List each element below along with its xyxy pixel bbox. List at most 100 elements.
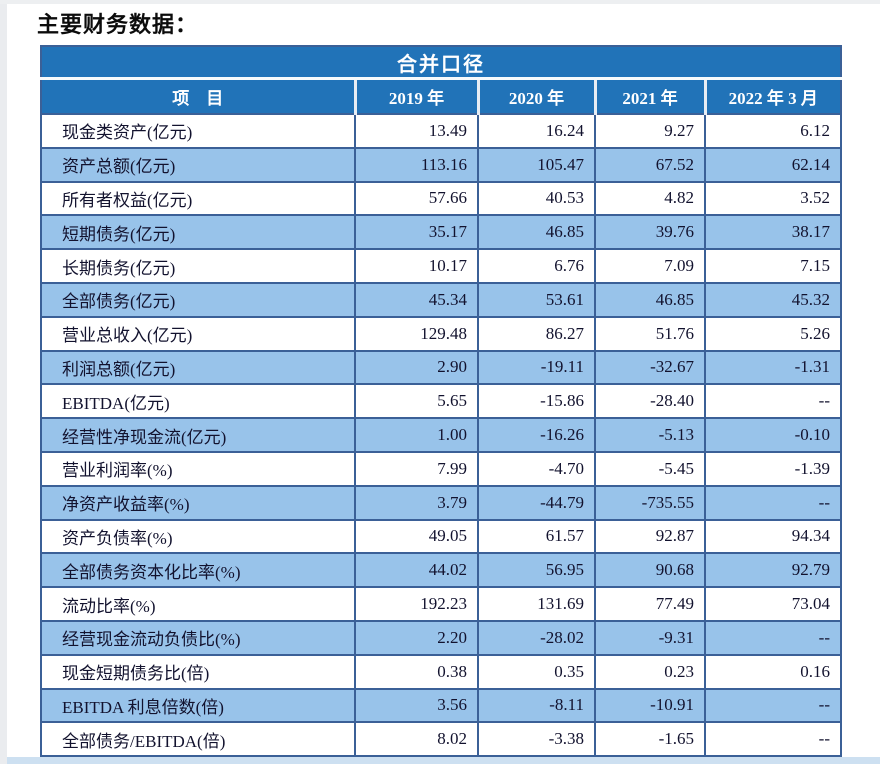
- row-value-2021: 92.87: [594, 518, 706, 555]
- row-value-2020: -3.38: [477, 721, 596, 758]
- row-value-2020: -19.11: [477, 349, 596, 386]
- row-value-2021: -5.45: [594, 450, 706, 487]
- row-value-2022-03: 6.12: [704, 113, 842, 149]
- table-head: 合并口径 项 目 2019 年 2020 年 2021 年 2022 年 3 月: [41, 46, 841, 115]
- row-label: 经营性净现金流(亿元): [40, 417, 356, 453]
- table-column-header-row: 项 目 2019 年 2020 年 2021 年 2022 年 3 月: [41, 78, 841, 115]
- row-value-2022-03: --: [704, 383, 842, 420]
- column-header-item: 项 目: [41, 78, 355, 115]
- row-value-2020: 53.61: [477, 281, 596, 318]
- table-row: 营业总收入(亿元) 129.48 86.27 51.76 5.26: [40, 315, 842, 352]
- row-value-2019: 8.02: [354, 721, 479, 758]
- row-label: 利润总额(亿元): [40, 349, 356, 386]
- row-value-2020: 6.76: [477, 248, 596, 284]
- row-value-2020: -8.11: [477, 687, 596, 724]
- row-value-2021: -5.13: [594, 417, 706, 453]
- row-value-2019: 192.23: [354, 586, 479, 622]
- row-value-2019: 3.56: [354, 687, 479, 724]
- row-value-2019: 129.48: [354, 315, 479, 352]
- row-value-2019: 1.00: [354, 417, 479, 453]
- table-row: 全部债务(亿元) 45.34 53.61 46.85 45.32: [40, 281, 842, 318]
- row-value-2022-03: 7.15: [704, 248, 842, 284]
- row-label: 营业总收入(亿元): [40, 315, 356, 352]
- column-header-2019: 2019 年: [353, 78, 478, 115]
- row-value-2022-03: 92.79: [704, 552, 842, 589]
- row-value-2022-03: 62.14: [704, 146, 842, 183]
- table-body: 现金类资产(亿元) 13.49 16.24 9.27 6.12 资产总额(亿元)…: [40, 113, 842, 758]
- row-label: 净资产收益率(%): [40, 484, 356, 521]
- row-label: 现金类资产(亿元): [40, 113, 356, 149]
- row-value-2019: 3.79: [354, 484, 479, 521]
- row-value-2021: 46.85: [594, 281, 706, 318]
- row-value-2022-03: -1.31: [704, 349, 842, 386]
- table-row: 净资产收益率(%) 3.79 -44.79 -735.55 --: [40, 484, 842, 521]
- row-value-2019: 13.49: [354, 113, 479, 149]
- row-value-2020: 0.35: [477, 653, 596, 690]
- table-row: EBITDA(亿元) 5.65 -15.86 -28.40 --: [40, 383, 842, 420]
- row-value-2021: 4.82: [594, 180, 706, 217]
- row-value-2021: 51.76: [594, 315, 706, 352]
- row-value-2019: 0.38: [354, 653, 479, 690]
- row-label: 资产总额(亿元): [40, 146, 356, 183]
- row-label: 资产负债率(%): [40, 518, 356, 555]
- financial-data-table: 合并口径 项 目 2019 年 2020 年 2021 年 2022 年 3 月…: [40, 45, 842, 758]
- row-label: 长期债务(亿元): [40, 248, 356, 284]
- table-row: 现金短期债务比(倍) 0.38 0.35 0.23 0.16: [40, 653, 842, 690]
- row-value-2021: 0.23: [594, 653, 706, 690]
- row-value-2020: 105.47: [477, 146, 596, 183]
- row-value-2022-03: --: [704, 484, 842, 521]
- row-value-2022-03: 0.16: [704, 653, 842, 690]
- table-title-row: 合并口径: [41, 46, 841, 80]
- row-value-2019: 113.16: [354, 146, 479, 183]
- row-value-2021: -1.65: [594, 721, 706, 758]
- row-value-2022-03: 3.52: [704, 180, 842, 217]
- row-label: 所有者权益(亿元): [40, 180, 356, 217]
- row-value-2020: -28.02: [477, 619, 596, 656]
- row-value-2020: 61.57: [477, 518, 596, 555]
- table-row: 所有者权益(亿元) 57.66 40.53 4.82 3.52: [40, 180, 842, 217]
- row-value-2019: 2.90: [354, 349, 479, 386]
- row-value-2022-03: 38.17: [704, 214, 842, 251]
- row-value-2019: 7.99: [354, 450, 479, 487]
- row-value-2021: -9.31: [594, 619, 706, 656]
- row-label: 全部债务(亿元): [40, 281, 356, 318]
- row-label: 现金短期债务比(倍): [40, 653, 356, 690]
- table-row: 营业利润率(%) 7.99 -4.70 -5.45 -1.39: [40, 450, 842, 487]
- row-value-2022-03: 5.26: [704, 315, 842, 352]
- row-value-2020: 86.27: [477, 315, 596, 352]
- table-row: 经营现金流动负债比(%) 2.20 -28.02 -9.31 --: [40, 619, 842, 656]
- row-value-2022-03: --: [704, 687, 842, 724]
- row-value-2022-03: -1.39: [704, 450, 842, 487]
- row-value-2020: 56.95: [477, 552, 596, 589]
- row-value-2019: 35.17: [354, 214, 479, 251]
- row-value-2020: 46.85: [477, 214, 596, 251]
- page-edge-shade-top: [0, 0, 880, 4]
- row-label: 全部债务资本化比率(%): [40, 552, 356, 589]
- row-value-2021: 9.27: [594, 113, 706, 149]
- table-row: 现金类资产(亿元) 13.49 16.24 9.27 6.12: [40, 113, 842, 149]
- row-value-2020: -44.79: [477, 484, 596, 521]
- row-value-2022-03: --: [704, 721, 842, 758]
- table-row: 利润总额(亿元) 2.90 -19.11 -32.67 -1.31: [40, 349, 842, 386]
- table-row: 资产总额(亿元) 113.16 105.47 67.52 62.14: [40, 146, 842, 183]
- table-row: 全部债务资本化比率(%) 44.02 56.95 90.68 92.79: [40, 552, 842, 589]
- column-header-2022-03: 2022 年 3 月: [703, 78, 841, 115]
- table-row: 经营性净现金流(亿元) 1.00 -16.26 -5.13 -0.10: [40, 417, 842, 453]
- row-value-2021: 77.49: [594, 586, 706, 622]
- row-value-2021: 90.68: [594, 552, 706, 589]
- row-value-2020: 40.53: [477, 180, 596, 217]
- row-value-2020: -15.86: [477, 383, 596, 420]
- row-value-2019: 10.17: [354, 248, 479, 284]
- row-label: 营业利润率(%): [40, 450, 356, 487]
- row-value-2020: 16.24: [477, 113, 596, 149]
- row-value-2019: 45.34: [354, 281, 479, 318]
- row-value-2020: -16.26: [477, 417, 596, 453]
- row-value-2021: 7.09: [594, 248, 706, 284]
- next-row-cutoff-strip: [7, 757, 880, 764]
- table-row: 流动比率(%) 192.23 131.69 77.49 73.04: [40, 586, 842, 622]
- page-edge-shade-left: [0, 0, 7, 764]
- table-row: 全部债务/EBITDA(倍) 8.02 -3.38 -1.65 --: [40, 721, 842, 758]
- table-row: 资产负债率(%) 49.05 61.57 92.87 94.34: [40, 518, 842, 555]
- row-value-2019: 5.65: [354, 383, 479, 420]
- column-header-2021: 2021 年: [593, 78, 705, 115]
